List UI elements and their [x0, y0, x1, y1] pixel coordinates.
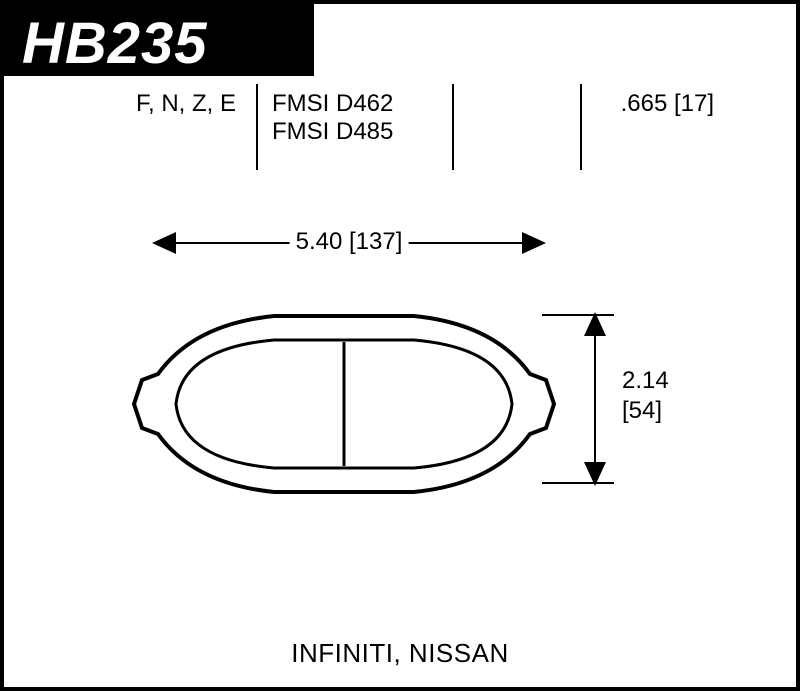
divider-3: [580, 84, 582, 170]
arrow-right-icon: [522, 232, 546, 254]
compounds-cell: F, N, Z, E: [4, 90, 254, 118]
header-bar: HB235: [4, 4, 314, 76]
arrow-down-icon: [584, 462, 606, 486]
arrow-left-icon: [152, 232, 176, 254]
vehicle-makes: INFINITI, NISSAN: [4, 638, 796, 669]
height-dim-mm: [54]: [622, 396, 669, 426]
fmsi-cell: FMSI D462 FMSI D485: [254, 90, 454, 146]
specs-row: F, N, Z, E FMSI D462 FMSI D485 .665 [17]: [4, 84, 796, 174]
height-dim-inches: 2.14: [622, 366, 669, 396]
arrow-up-icon: [584, 312, 606, 336]
diagram-area: 5.40 [137] 2.14 [54]: [4, 204, 796, 627]
fmsi-line-1: FMSI D462: [272, 90, 454, 118]
part-number: HB235: [22, 10, 296, 77]
width-dimension: 5.40 [137]: [154, 224, 544, 264]
height-dimension: 2.14 [54]: [584, 294, 704, 504]
thickness-cell: .665 [17]: [584, 90, 764, 118]
brake-pad-outline: [114, 304, 574, 504]
width-dim-label: 5.40 [137]: [290, 228, 409, 256]
fmsi-line-2: FMSI D485: [272, 118, 454, 146]
divider-2: [452, 84, 454, 170]
divider-1: [256, 84, 258, 170]
height-dim-label: 2.14 [54]: [622, 366, 669, 426]
spec-sheet: HB235 F, N, Z, E FMSI D462 FMSI D485 .66…: [0, 0, 800, 691]
height-dim-line: [594, 314, 596, 484]
